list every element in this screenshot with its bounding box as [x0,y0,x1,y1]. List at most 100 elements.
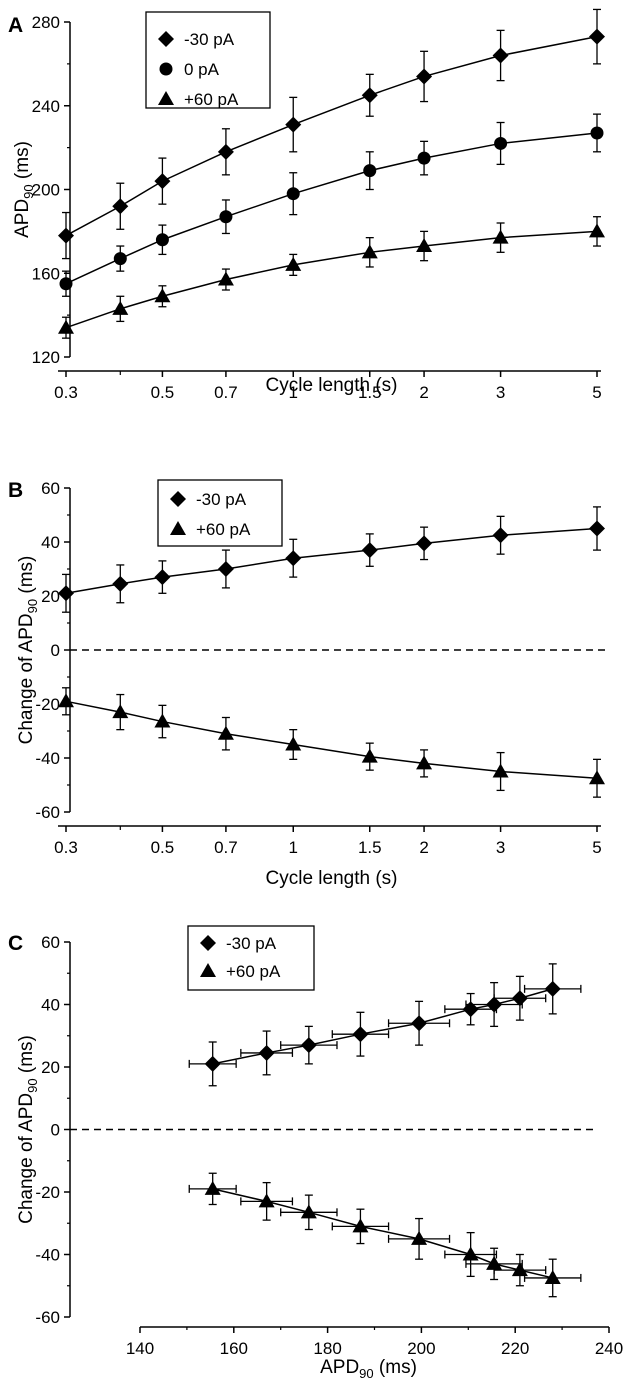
y-tick-label: 0 [51,641,60,660]
y-tick-label: -20 [35,695,60,714]
data-point [492,527,509,544]
x-tick-label: 140 [126,1339,154,1358]
x-tick-label: 3 [496,838,505,857]
data-point [300,1204,317,1219]
data-point [217,271,234,286]
panel-letter: C [8,932,23,955]
y-tick-label: 60 [41,479,60,498]
x-tick-label: 200 [407,1339,435,1358]
data-point [285,116,302,133]
series-line [65,132,598,285]
y-tick-label: 20 [41,587,60,606]
data-point [361,244,378,259]
data-point [154,569,171,586]
data-point [154,713,171,728]
series-triangle [58,216,605,339]
data-point [589,520,605,537]
data-point [258,1193,275,1208]
legend-marker [170,491,186,507]
legend: -30 pA 0 pA +60 pA [145,11,271,109]
data-point [511,990,528,1007]
data-point [58,693,74,708]
y-tick-label: 160 [32,264,60,283]
series-line [65,700,598,779]
data-point [112,198,129,215]
series-line [65,527,598,595]
x-tick-label: 1 [289,838,298,857]
x-tick-label: 220 [501,1339,529,1358]
data-point [285,256,302,271]
data-point [285,736,302,751]
x-axis-label: Cycle length (s) [266,375,398,396]
data-point [411,1015,428,1032]
data-point [417,151,431,165]
data-point [492,229,509,244]
data-point [411,1230,428,1245]
data-point [589,28,605,45]
x-tick-label: 5 [592,838,601,857]
data-point [544,1269,561,1284]
legend-label: +60 pA [226,962,281,981]
data-point [204,1055,221,1072]
x-tick-label: 0.3 [54,383,78,402]
data-point [113,252,127,266]
data-point [112,575,129,592]
series-circle [59,113,604,297]
data-point [416,68,433,85]
panel-b: B -60 -40 -20 0 20 40 60 0.3 0.5 0.7 1 1.5 2 3 5 Cycle l… [8,479,608,889]
legend-marker [159,62,173,76]
data-point [112,300,129,315]
data-point [352,1026,369,1043]
legend-label: +60 pA [196,520,251,539]
panel-a: A 120 160 200 240 280 0.3 0.5 0.7 1 1.5 2 3 5 Cycle le… [8,8,605,402]
series-triangle [58,687,605,798]
legend: -30 pA +60 pA [187,925,315,991]
data-point [462,1001,479,1018]
y-tick-label: -60 [35,803,60,822]
data-point [112,704,129,719]
x-tick-label: 0.5 [151,838,175,857]
data-point [258,1044,275,1061]
legend-marker [158,31,174,47]
y-tick-label: -40 [35,1246,60,1265]
data-point [486,1255,503,1270]
data-point [492,763,509,778]
y-tick-label: -20 [35,1183,60,1202]
legend: -30 pA +60 pA [157,479,283,547]
legend-marker [170,521,186,535]
data-point [154,288,171,303]
data-point [58,585,74,602]
data-point [352,1218,369,1233]
data-point [511,1262,528,1277]
y-tick-label: 280 [32,13,60,32]
x-tick-label: 2 [419,383,428,402]
data-point [544,980,561,997]
x-tick-label: 3 [496,383,505,402]
y-tick-label: -60 [35,1308,60,1327]
data-point [217,561,234,577]
x-tick-label: 0.3 [54,838,78,857]
y-tick-label: 60 [41,933,60,952]
y-axis-label: Change of APD90 (ms) [16,556,40,745]
data-point [494,136,508,150]
y-tick-label: 120 [32,348,60,367]
data-point [58,227,74,244]
legend-marker [200,935,216,951]
y-tick-label: 40 [41,996,60,1015]
y-tick-label: 20 [41,1058,60,1077]
legend-label: 0 pA [184,60,220,79]
data-point [492,47,509,64]
x-tick-label: 0.5 [151,383,175,402]
data-point [416,238,433,253]
data-point [462,1246,479,1261]
panel-letter: B [8,479,23,502]
data-point [217,725,234,740]
x-tick-label: 2 [419,838,428,857]
legend-marker [200,963,216,977]
series-diamond [58,8,605,260]
x-tick-label: 1.5 [358,838,382,857]
data-point [589,770,605,785]
y-tick-label: 200 [32,181,60,200]
legend-marker [158,91,174,105]
